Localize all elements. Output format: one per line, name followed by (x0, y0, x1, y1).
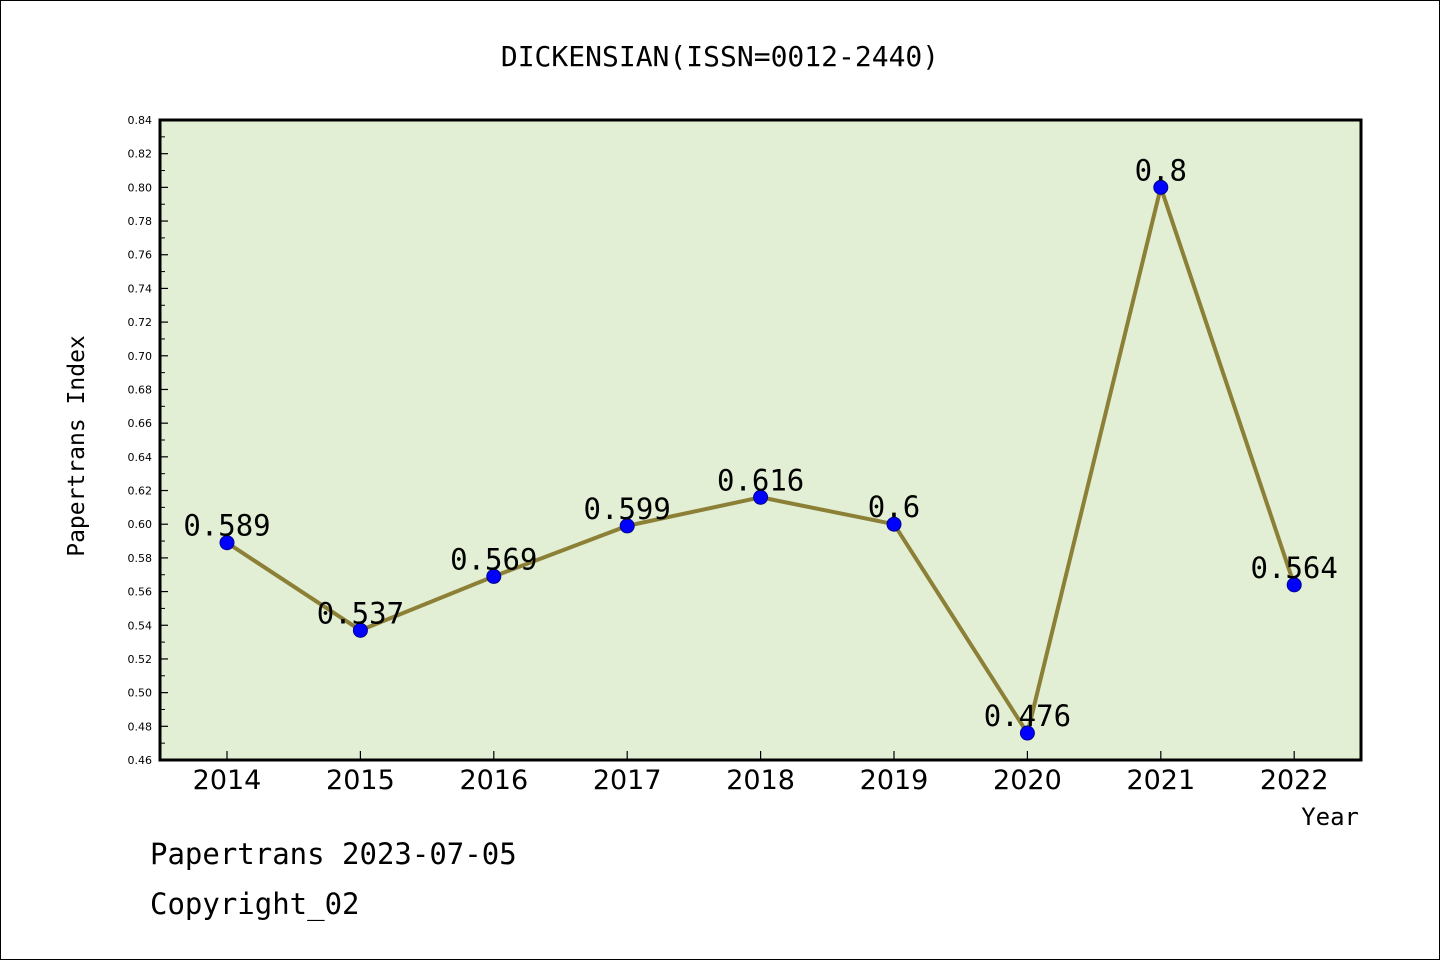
plot-area (160, 120, 1361, 760)
x-tick-label: 2022 (1260, 765, 1329, 796)
x-tick-label: 2018 (726, 765, 795, 796)
data-label: 0.599 (584, 492, 671, 526)
data-point (219, 535, 235, 551)
y-tick-label: 0.66 (128, 417, 153, 430)
data-point (886, 516, 902, 532)
y-tick-label: 0.62 (128, 485, 153, 498)
y-tick-label: 0.64 (128, 451, 153, 464)
y-tick-label: 0.68 (128, 383, 153, 396)
y-tick-label: 0.46 (128, 754, 153, 767)
data-point (1019, 725, 1035, 741)
x-tick-label: 2017 (593, 765, 662, 796)
x-tick-label: 2014 (193, 765, 262, 796)
data-label: 0.589 (183, 509, 270, 543)
data-markers (219, 179, 1302, 741)
y-tick-label: 0.72 (128, 316, 153, 329)
footer-copyright: Copyright_02 (150, 887, 360, 922)
data-label: 0.537 (317, 596, 404, 630)
x-tick-label: 2016 (459, 765, 528, 796)
x-tick-label: 2021 (1126, 765, 1195, 796)
y-tick-label: 0.70 (128, 350, 153, 363)
y-tick-label: 0.58 (128, 552, 153, 565)
x-tick-label: 2020 (993, 765, 1062, 796)
y-tick-label: 0.78 (128, 215, 153, 228)
y-tick-label: 0.50 (128, 687, 153, 700)
y-tick-label: 0.82 (128, 148, 153, 161)
y-tick-label: 0.76 (128, 249, 153, 262)
plot-border (158, 118, 1363, 762)
y-axis-label: Papertrans Index (64, 335, 90, 557)
data-label: 0.564 (1251, 551, 1338, 585)
data-label: 0.616 (717, 463, 804, 497)
y-tick-label: 0.48 (128, 720, 153, 733)
data-label: 0.569 (450, 542, 537, 576)
x-tick-label: 2015 (326, 765, 395, 796)
data-label: 0.476 (984, 699, 1071, 733)
y-tick-label: 0.74 (128, 282, 153, 295)
y-tick-label: 0.80 (128, 181, 153, 194)
data-labels: 0.589 0.537 0.569 0.599 0.616 0.6 0.476 0.8 0.56… (183, 153, 1338, 733)
footer-date: Papertrans 2023-07-05 (150, 837, 517, 871)
data-point (352, 622, 368, 638)
y-tick-label: 0.52 (128, 653, 153, 666)
x-axis-label: Year (1301, 803, 1359, 831)
data-point (1153, 179, 1169, 195)
y-tick-label: 0.84 (128, 114, 153, 127)
y-tick-label: 0.54 (128, 619, 153, 632)
y-tick-label: 0.56 (128, 586, 153, 599)
y-tick-label: 0.60 (128, 518, 153, 531)
x-tick-label: 2019 (860, 765, 929, 796)
data-point (753, 489, 769, 505)
x-axis-ticks: 2014 2015 2016 2017 2018 2019 2020 2021 2022 (193, 751, 1329, 796)
data-point (1286, 577, 1302, 593)
data-point (619, 518, 635, 534)
data-label: 0.6 (868, 490, 920, 524)
chart-title: DICKENSIAN(ISSN=0012-2440) (501, 40, 939, 73)
data-label: 0.8 (1135, 153, 1187, 187)
data-point (486, 568, 502, 584)
